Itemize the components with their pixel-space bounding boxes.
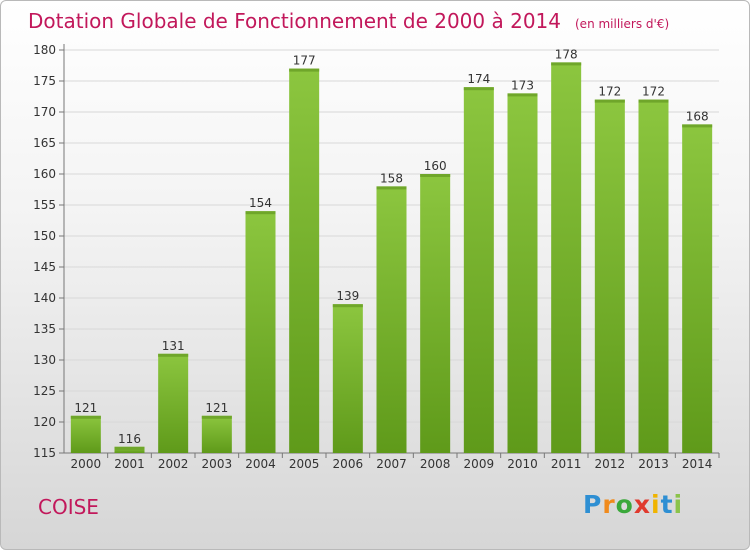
bar-top-edge [551,62,582,66]
bar-top-edge [594,99,625,103]
bar-2002 [158,353,189,453]
bar-2007 [376,186,407,453]
bar-top-edge [507,93,538,97]
x-tick-label: 2005 [289,457,320,471]
x-tick-label: 2011 [551,457,582,471]
bar-top-edge [682,124,713,128]
commune-name: COISE [38,495,99,519]
chart-unit-label: (en milliers d'€) [575,17,670,31]
bar-top-edge [332,304,363,308]
x-tick-label: 2013 [638,457,669,471]
x-tick-label: 2003 [202,457,233,471]
y-tick-label: 170 [33,105,56,119]
bar-top-edge [289,68,320,72]
chart-title: Dotation Globale de Fonctionnement de 20… [28,9,669,33]
bar-2008 [420,174,451,453]
x-tick-label: 2001 [114,457,145,471]
y-tick-label: 145 [33,260,56,274]
bar-top-edge [463,87,494,91]
bar-value-label: 177 [293,54,316,68]
y-tick-label: 150 [33,229,56,243]
bar-2010 [507,93,538,454]
bar-value-label: 172 [642,85,665,99]
bar-2001 [114,446,145,453]
bar-value-label: 172 [598,85,621,99]
y-tick-label: 125 [33,384,56,398]
bar-2006 [332,304,363,453]
bar-top-edge [245,211,276,215]
bar-value-label: 168 [686,109,709,123]
x-tick-label: 2012 [595,457,626,471]
bar-value-label: 131 [162,339,185,353]
bar-2009 [463,87,494,453]
bar-top-edge [638,99,669,103]
y-tick-label: 115 [33,446,56,460]
bar-top-edge [70,415,101,419]
bar-value-label: 116 [118,432,141,446]
bar-2003 [201,415,232,453]
bar-top-edge [114,446,145,450]
bar-top-edge [158,353,189,357]
bar-2014 [682,124,713,454]
bar-value-label: 173 [511,78,534,92]
bar-value-label: 121 [74,401,97,415]
x-tick-label: 2004 [245,457,276,471]
chart-title-text: Dotation Globale de Fonctionnement de 20… [28,9,561,33]
y-tick-label: 120 [33,415,56,429]
bar-2012 [594,99,625,453]
y-tick-label: 155 [33,198,56,212]
bar-value-label: 154 [249,196,272,210]
x-tick-label: 2008 [420,457,451,471]
y-tick-label: 175 [33,74,56,88]
y-tick-label: 165 [33,136,56,150]
bar-value-label: 178 [555,47,578,61]
x-tick-label: 2006 [333,457,364,471]
bar-2005 [289,68,320,453]
y-tick-label: 135 [33,322,56,336]
bar-2013 [638,99,669,453]
bar-value-label: 158 [380,171,403,185]
bar-value-label: 160 [424,159,447,173]
y-tick-label: 160 [33,167,56,181]
proxiti-logo: Proxiti [583,490,684,519]
x-tick-label: 2007 [376,457,407,471]
bar-top-edge [376,186,407,190]
bar-2004 [245,211,276,453]
y-tick-label: 140 [33,291,56,305]
bar-top-edge [420,174,451,177]
x-tick-label: 2010 [507,457,538,471]
x-tick-label: 2002 [158,457,189,471]
y-tick-label: 130 [33,353,56,367]
bar-value-label: 174 [467,72,490,86]
x-tick-label: 2014 [682,457,713,471]
x-tick-label: 2000 [71,457,102,471]
x-tick-label: 2009 [464,457,495,471]
y-tick-label: 180 [33,43,56,57]
bar-value-label: 121 [205,401,228,415]
bar-2000 [70,415,101,453]
bar-top-edge [201,415,232,419]
bar-value-label: 139 [336,289,359,303]
bar-2011 [551,62,582,454]
